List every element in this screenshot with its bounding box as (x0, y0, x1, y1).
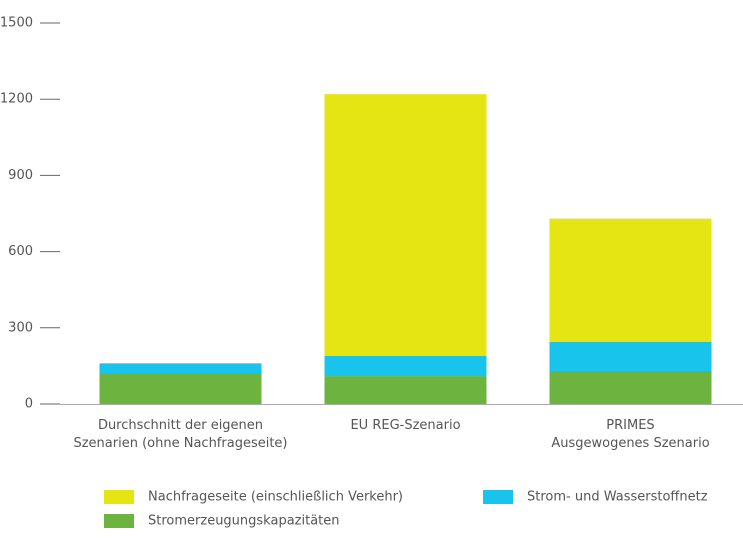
y-tick-label: 300 (8, 320, 33, 335)
legend-swatch (104, 490, 134, 504)
bar-segment (99, 373, 262, 404)
legend-swatch (104, 514, 134, 528)
bar-segment (324, 376, 487, 404)
y-tick-label: 1200 (0, 92, 33, 107)
x-tick-label-line: EU REG-Szenario (350, 418, 460, 433)
legend-label: Stromerzeugungskapazitäten (148, 514, 340, 529)
y-tick-label: 1500 (0, 16, 33, 31)
x-tick-label-line: Durchschnitt der eigenen (98, 418, 263, 433)
legend-label: Strom- und Wasserstoffnetz (527, 490, 708, 505)
bar-segment (99, 363, 262, 374)
bar-segment (324, 355, 487, 377)
x-tick-label: EU REG-Szenario (350, 418, 460, 433)
y-tick-label: 0 (25, 397, 33, 412)
x-tick-label-line: Szenarien (ohne Nachfrageseite) (73, 436, 287, 451)
y-tick-label: 900 (8, 168, 33, 183)
bar-segment (549, 341, 712, 371)
y-tick-label: 600 (8, 244, 33, 259)
x-tick-label: PRIMES Ausgewogenes Szenario (551, 418, 709, 451)
x-tick-label: Durchschnitt der eigenen Szenarien (ohne … (73, 418, 287, 451)
bar-segment (549, 370, 712, 404)
bar-segment (549, 218, 712, 342)
bar-segment (324, 94, 487, 356)
legend-label: Nachfrageseite (einschließlich Verkehr) (148, 490, 403, 505)
x-tick-label-line: Ausgewogenes Szenario (551, 436, 709, 451)
legend-swatch (483, 490, 513, 504)
x-tick-label-line: PRIMES (606, 418, 654, 433)
